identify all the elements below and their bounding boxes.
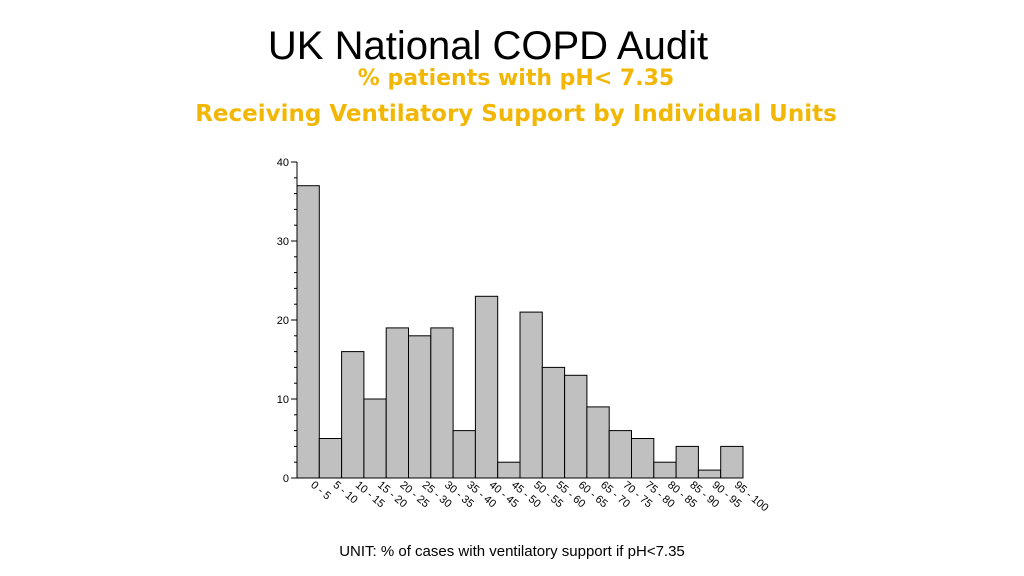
bar-90-95 (697, 469, 722, 479)
bar-30-35 (430, 327, 454, 479)
bars-group (296, 185, 744, 479)
bar-25-30 (408, 335, 432, 479)
bar-80-85 (653, 461, 677, 479)
chart-subtitle-line1: % patients with pH< 7.35 (357, 66, 675, 91)
y-tick-label: 30 (277, 236, 289, 248)
x-tick-label: 0 - 5 (308, 479, 333, 502)
bar-40-45 (474, 295, 499, 479)
bar-15-20 (363, 398, 387, 479)
bar-85-90 (675, 445, 699, 479)
bar-65-70 (586, 406, 610, 479)
x-axis-label: UNIT: % of cases with ventilatory suppor… (339, 543, 685, 560)
bar-45-50 (497, 461, 521, 479)
y-axis: 0 10 20 30 40 (277, 157, 298, 485)
y-tick-label: 0 (283, 473, 289, 485)
bar-50-55 (519, 311, 543, 479)
y-tick-label: 40 (277, 157, 289, 169)
bar-95-100 (720, 445, 744, 479)
bar-55-60 (541, 366, 566, 479)
y-tick-label: 10 (277, 394, 289, 406)
bar-5-10 (318, 438, 343, 479)
x-tick-label: 5 - 10 (331, 479, 360, 506)
bar-0-5 (296, 185, 320, 479)
y-tick-label: 20 (277, 315, 289, 327)
bar-35-40 (452, 430, 476, 479)
slide-title: UK National COPD Audit (267, 24, 709, 68)
bar-60-65 (564, 374, 588, 479)
bar-10-15 (341, 351, 365, 479)
chart-subtitle-line2: Receiving Ventilatory Support by Individ… (195, 101, 837, 127)
bar-70-75 (608, 430, 633, 479)
bar-75-80 (631, 438, 655, 479)
bar-20-25 (385, 327, 410, 479)
